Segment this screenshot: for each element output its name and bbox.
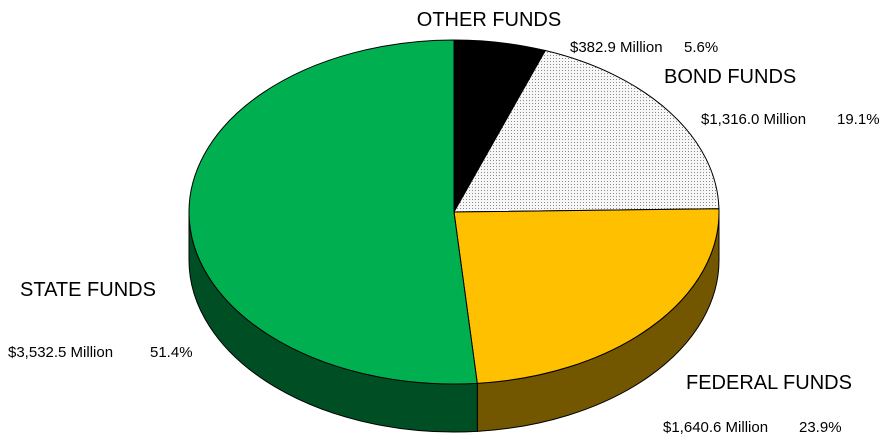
other-funds-amount: $382.9 Million [570, 39, 663, 56]
bond-funds-amount: $1,316.0 Million [701, 111, 806, 128]
federal-funds-label: FEDERAL FUNDS [686, 372, 852, 394]
state-funds-amount: $3,532.5 Million [8, 344, 113, 361]
bond-funds-slice [453, 49, 720, 213]
bond-funds-percent: 19.1% [837, 111, 880, 128]
other-funds-label: OTHER FUNDS [417, 9, 561, 31]
state-funds-percent: 51.4% [150, 344, 193, 361]
bond-funds-label: BOND FUNDS [664, 66, 796, 88]
federal-funds-percent: 23.9% [799, 419, 842, 436]
state-funds-slice [188, 39, 478, 385]
other-funds-percent: 5.6% [684, 39, 718, 56]
federal-funds-slice [453, 208, 720, 384]
state-funds-label: STATE FUNDS [20, 279, 156, 301]
federal-funds-amount: $1,640.6 Million [663, 419, 768, 436]
